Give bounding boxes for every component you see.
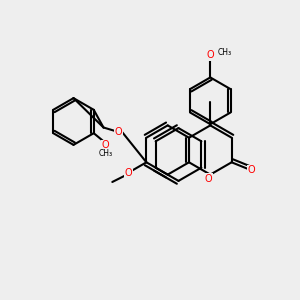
Text: O: O xyxy=(247,165,255,175)
Text: O: O xyxy=(115,127,122,137)
Text: O: O xyxy=(205,173,213,184)
Text: CH₃: CH₃ xyxy=(218,48,232,57)
Text: O: O xyxy=(206,50,214,60)
Text: O: O xyxy=(124,168,132,178)
Text: CH₃: CH₃ xyxy=(98,149,112,158)
Text: O: O xyxy=(102,140,109,150)
